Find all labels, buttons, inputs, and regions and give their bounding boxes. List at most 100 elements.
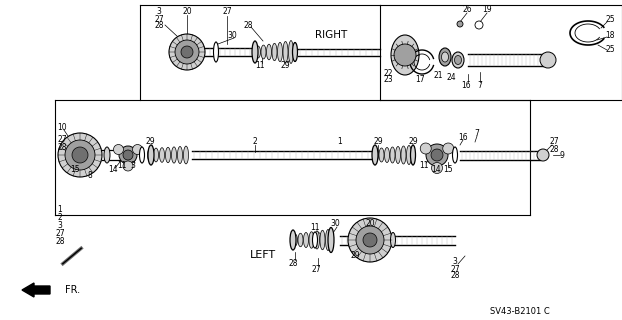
Text: 29: 29 (408, 138, 418, 147)
Ellipse shape (183, 146, 188, 164)
Circle shape (475, 21, 483, 29)
Text: 28: 28 (57, 143, 67, 153)
Text: 28: 28 (549, 145, 559, 154)
Circle shape (181, 46, 193, 58)
Ellipse shape (315, 231, 320, 249)
Text: 2: 2 (253, 138, 258, 147)
Ellipse shape (252, 41, 258, 63)
Text: 7: 7 (475, 130, 480, 139)
Text: 11: 11 (255, 60, 265, 69)
Ellipse shape (373, 148, 379, 162)
Ellipse shape (172, 147, 177, 163)
Text: 3: 3 (131, 161, 136, 170)
Ellipse shape (148, 145, 154, 165)
Ellipse shape (312, 232, 317, 248)
Text: 27: 27 (55, 229, 65, 238)
Ellipse shape (391, 35, 419, 75)
Circle shape (537, 149, 549, 161)
Ellipse shape (277, 42, 282, 61)
Ellipse shape (304, 233, 309, 247)
Text: 1: 1 (58, 205, 62, 214)
Text: 25: 25 (605, 15, 615, 25)
Text: 29: 29 (280, 60, 290, 69)
Text: LEFT: LEFT (250, 250, 276, 260)
Ellipse shape (165, 147, 170, 163)
Circle shape (431, 149, 443, 161)
Ellipse shape (401, 146, 406, 164)
Text: SV43-B2101 C: SV43-B2101 C (490, 308, 550, 316)
Ellipse shape (290, 230, 296, 250)
Text: 28: 28 (243, 20, 253, 29)
Text: 1: 1 (338, 138, 342, 147)
Text: 10: 10 (57, 123, 67, 132)
Text: 7: 7 (478, 81, 483, 90)
Ellipse shape (442, 52, 448, 62)
Text: 28: 28 (288, 259, 298, 268)
Ellipse shape (147, 148, 152, 162)
Text: RIGHT: RIGHT (315, 30, 347, 40)
Text: 27: 27 (311, 265, 321, 274)
Text: 8: 8 (88, 171, 93, 180)
Text: 22: 22 (383, 68, 392, 77)
Text: 27: 27 (549, 138, 559, 147)
Ellipse shape (159, 148, 164, 162)
Ellipse shape (298, 233, 303, 247)
Circle shape (175, 40, 199, 64)
Text: FR.: FR. (65, 285, 80, 295)
Circle shape (65, 140, 95, 170)
Ellipse shape (177, 147, 182, 164)
Text: 30: 30 (330, 220, 340, 228)
Ellipse shape (289, 41, 294, 63)
Text: 15: 15 (70, 165, 80, 174)
Text: 16: 16 (461, 81, 471, 90)
Circle shape (356, 226, 384, 254)
Ellipse shape (452, 52, 464, 68)
Circle shape (169, 34, 205, 70)
Ellipse shape (391, 233, 396, 247)
Text: 15: 15 (443, 165, 453, 174)
Ellipse shape (283, 42, 288, 62)
Ellipse shape (328, 228, 334, 252)
Text: 14: 14 (108, 165, 118, 174)
Ellipse shape (384, 148, 389, 163)
Ellipse shape (452, 147, 458, 163)
Text: 14: 14 (431, 165, 441, 174)
Text: 26: 26 (462, 5, 472, 14)
Text: 29: 29 (373, 138, 383, 147)
Ellipse shape (139, 147, 144, 163)
Circle shape (432, 163, 442, 173)
Text: 24: 24 (446, 74, 456, 83)
Ellipse shape (292, 43, 297, 61)
Text: 19: 19 (482, 5, 492, 14)
Circle shape (123, 161, 133, 171)
Ellipse shape (320, 230, 325, 250)
Circle shape (123, 150, 133, 160)
Text: 29: 29 (350, 251, 360, 260)
Text: 27: 27 (450, 265, 460, 274)
Text: 18: 18 (605, 30, 615, 39)
Text: 3: 3 (453, 258, 457, 267)
Circle shape (348, 218, 392, 262)
Text: 27: 27 (57, 135, 67, 145)
Text: 3: 3 (157, 7, 162, 17)
Text: 17: 17 (415, 75, 425, 84)
Ellipse shape (407, 146, 412, 164)
Text: 16: 16 (458, 133, 468, 142)
Circle shape (119, 146, 137, 164)
Text: 20: 20 (365, 220, 375, 228)
Ellipse shape (261, 45, 266, 59)
Ellipse shape (325, 229, 330, 251)
Ellipse shape (292, 234, 297, 246)
Text: 28: 28 (55, 237, 65, 246)
Ellipse shape (256, 46, 261, 58)
Text: 11: 11 (310, 223, 320, 233)
Text: 3: 3 (58, 221, 62, 230)
Circle shape (394, 44, 416, 66)
FancyArrow shape (22, 283, 50, 297)
Text: 21: 21 (434, 70, 443, 79)
Circle shape (72, 147, 88, 163)
Circle shape (426, 144, 448, 166)
Ellipse shape (390, 147, 395, 163)
Text: 28: 28 (450, 271, 460, 281)
Text: 23: 23 (383, 76, 393, 84)
